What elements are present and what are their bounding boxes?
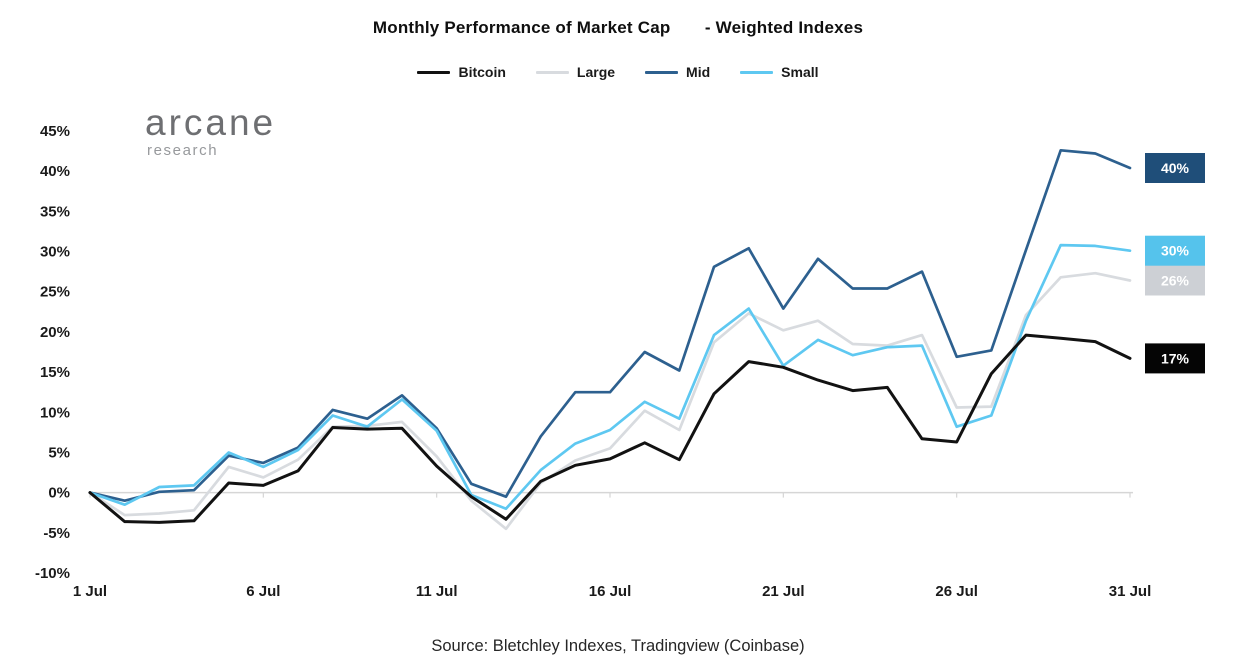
legend-item-small: Small [740, 64, 819, 80]
legend-label-large: Large [576, 64, 616, 80]
large-end-label: 26% [1161, 273, 1190, 289]
y-axis-label: 10% [40, 404, 70, 421]
x-axis-label: 11 Jul [416, 583, 458, 600]
legend-item-mid: Mid [645, 64, 710, 80]
small-line-swatch-icon [740, 70, 774, 74]
legend-item-large: Large [535, 64, 616, 80]
x-axis-label: 6 Jul [246, 583, 280, 600]
legend-item-bitcoin: Bitcoin [417, 64, 506, 80]
legend-label-small: Small [781, 64, 819, 80]
x-axis-label: 1 Jul [73, 583, 107, 600]
logo-subtitle: research [147, 142, 219, 159]
mid-line-swatch-icon [645, 70, 679, 74]
large-line [88, 271, 1132, 531]
x-axis-label: 26 Jul [935, 583, 978, 600]
y-axis-label: 0% [48, 485, 70, 502]
y-axis-label: 30% [40, 244, 70, 261]
arcane-research-logo: arcane research [145, 104, 276, 158]
bitcoin-end-label: 17% [1161, 350, 1190, 366]
mid-line [88, 148, 1132, 503]
y-axis-label: 20% [40, 324, 70, 341]
bitcoin-end-label-box [1145, 343, 1205, 374]
logo-name: arcane [145, 102, 277, 143]
source-caption: Source: Bletchley Indexes, Tradingview (… [431, 637, 805, 655]
y-axis-label: 15% [40, 364, 70, 381]
mid-end-label-box [1145, 153, 1205, 183]
legend-label-bitcoin: Bitcoin [458, 64, 506, 80]
mid-end-label: 40% [1161, 160, 1190, 176]
x-axis-label: 21 Jul [762, 583, 805, 600]
bitcoin-line [88, 333, 1132, 524]
x-axis-label: 16 Jul [589, 583, 632, 600]
small-end-label-box [1145, 235, 1205, 266]
bitcoin-line-swatch-icon [417, 70, 451, 74]
small-line [88, 243, 1132, 511]
chart-title: Monthly Performance of Market Cap - Weig… [372, 18, 864, 37]
legend-label-mid: Mid [686, 64, 711, 80]
small-end-label: 30% [1161, 243, 1190, 259]
large-line-swatch-icon [535, 70, 569, 74]
y-axis-label: 45% [40, 123, 70, 140]
large-end-label-box [1145, 265, 1205, 296]
y-axis-label: 35% [40, 203, 70, 220]
y-axis-label: -10% [35, 565, 70, 582]
y-axis-label: 40% [40, 163, 70, 180]
y-axis-label: 5% [48, 445, 70, 462]
chart-legend: Bitcoin Large Mid Small [0, 64, 1236, 80]
y-axis-label: -5% [43, 525, 70, 542]
x-axis-label: 31 Jul [1109, 583, 1152, 600]
y-axis-label: 25% [40, 284, 70, 301]
